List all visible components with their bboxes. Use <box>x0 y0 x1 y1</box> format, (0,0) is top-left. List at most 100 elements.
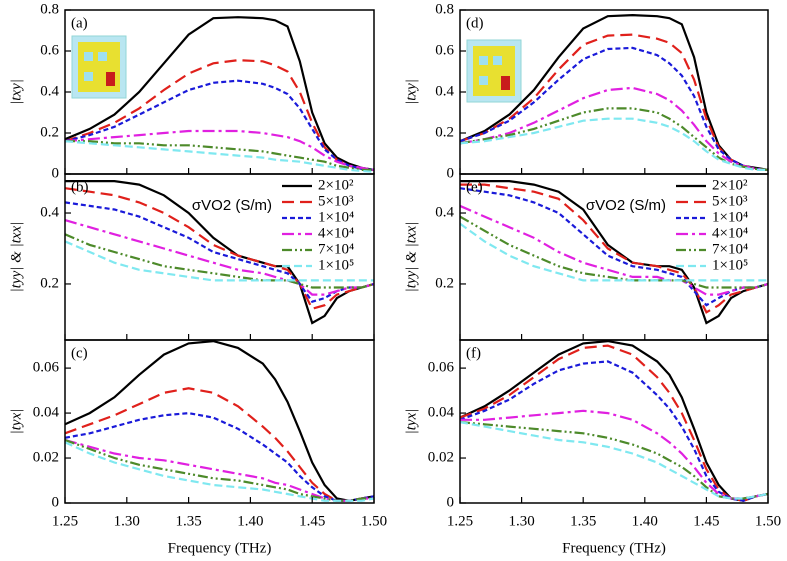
plot-area <box>65 16 374 173</box>
series-line <box>65 240 374 282</box>
legend-label: 4×10⁴ <box>712 225 748 241</box>
series-line <box>460 117 768 171</box>
x-tick-label: 1.35 <box>175 513 201 529</box>
y-tick-label: 0.02 <box>33 449 59 465</box>
series-line <box>65 187 374 311</box>
series-line <box>460 180 768 325</box>
x-axis-label: Frequency (THz) <box>168 540 272 556</box>
legend-label: 7×10⁴ <box>712 241 748 257</box>
panel-label: (e) <box>466 179 483 195</box>
series-line <box>65 79 374 171</box>
legend-label: 1×10⁴ <box>712 209 748 225</box>
y-tick-label: 0.6 <box>40 42 59 58</box>
y-tick-label: 0.4 <box>435 204 454 220</box>
series-line <box>65 140 374 173</box>
legend-title: σVO2 (S/m) <box>192 197 272 214</box>
y-tick-label: 0.04 <box>33 405 60 421</box>
legend-label: 1×10⁵ <box>318 257 354 273</box>
y-tick-label: 0.8 <box>435 1 454 17</box>
plot-area <box>460 340 768 502</box>
series-line <box>65 438 374 502</box>
x-tick-label: 1.30 <box>508 513 534 529</box>
series-line <box>65 16 374 171</box>
y-tick-label: 0.4 <box>40 83 59 99</box>
y-axis-label: |tyx| <box>8 409 24 435</box>
x-tick-label: 1.50 <box>361 513 387 529</box>
legend-label: 2×10² <box>318 177 354 193</box>
series-line <box>65 441 374 502</box>
inset-d <box>466 39 522 103</box>
legend-label: 4×10⁴ <box>318 225 354 241</box>
plot-area <box>460 13 768 171</box>
x-tick-label: 1.25 <box>52 513 78 529</box>
panel-label: (b) <box>71 179 89 195</box>
y-tick-label: 0.6 <box>435 42 454 58</box>
series-line <box>460 409 768 500</box>
series-line <box>460 421 768 500</box>
y-tick-label: 0.2 <box>40 124 59 140</box>
x-tick-label: 1.45 <box>693 513 719 529</box>
legend-label: 2×10² <box>712 177 748 193</box>
series-line <box>460 360 768 502</box>
panel-label: (d) <box>466 15 484 31</box>
plot-area <box>460 180 768 325</box>
x-tick-label: 1.50 <box>755 513 781 529</box>
y-tick-label: 0 <box>447 494 455 510</box>
series-line <box>65 140 374 171</box>
plot-area <box>65 180 374 325</box>
axes-frame <box>459 339 769 504</box>
y-tick-label: 0.8 <box>40 1 59 17</box>
legend-title: σVO2 (S/m) <box>586 197 666 214</box>
series-line <box>460 86 768 171</box>
series-line <box>65 129 374 171</box>
y-tick-label: 0.02 <box>428 449 454 465</box>
x-tick-label: 1.30 <box>114 513 140 529</box>
y-tick-label: 0.4 <box>435 83 454 99</box>
series-line <box>460 107 768 171</box>
y-axis-label: |txy| <box>403 79 419 105</box>
series-line <box>460 344 768 502</box>
y-tick-label: 0.04 <box>428 405 455 421</box>
x-tick-label: 1.45 <box>299 513 325 529</box>
inset-a <box>71 35 127 99</box>
series-line <box>65 219 374 296</box>
y-tick-label: 0.2 <box>435 124 454 140</box>
axes-frame <box>64 339 375 504</box>
y-axis-label: |txy| <box>8 79 24 105</box>
y-axis-label: |tyx| <box>403 409 419 435</box>
legend-label: 5×10³ <box>712 193 748 209</box>
panel-label: (c) <box>71 345 88 361</box>
y-tick-label: 0.4 <box>40 204 59 220</box>
plot-area <box>65 340 374 502</box>
series-line <box>460 421 768 500</box>
x-axis-label: Frequency (THz) <box>562 540 666 556</box>
y-tick-label: 0.06 <box>428 360 455 376</box>
series-line <box>460 46 768 171</box>
y-tick-label: 0 <box>447 165 455 181</box>
y-tick-label: 0 <box>52 494 60 510</box>
series-line <box>65 340 374 502</box>
legend-label: 1×10⁵ <box>712 257 748 273</box>
series-line <box>460 183 768 314</box>
series-line <box>65 438 374 502</box>
legend-label: 7×10⁴ <box>318 241 354 257</box>
y-axis-label: |tyy| & |txx| <box>403 222 419 293</box>
series-line <box>460 204 768 296</box>
x-tick-label: 1.35 <box>570 513 596 529</box>
series-line <box>65 411 374 502</box>
y-tick-label: 0 <box>52 165 60 181</box>
x-tick-label: 1.25 <box>447 513 473 529</box>
series-line <box>460 222 768 282</box>
legend-label: 5×10³ <box>318 193 354 209</box>
panel-label: (a) <box>71 15 88 31</box>
y-tick-label: 0.2 <box>40 275 59 291</box>
legend-label: 1×10⁴ <box>318 209 354 225</box>
series-line <box>65 387 374 502</box>
y-axis-label: |tyy| & |txx| <box>8 222 24 293</box>
x-tick-label: 1.40 <box>237 513 263 529</box>
y-tick-label: 0.2 <box>435 275 454 291</box>
x-tick-label: 1.40 <box>632 513 658 529</box>
panel-label: (f) <box>466 345 481 361</box>
y-tick-label: 0.06 <box>33 360 60 376</box>
